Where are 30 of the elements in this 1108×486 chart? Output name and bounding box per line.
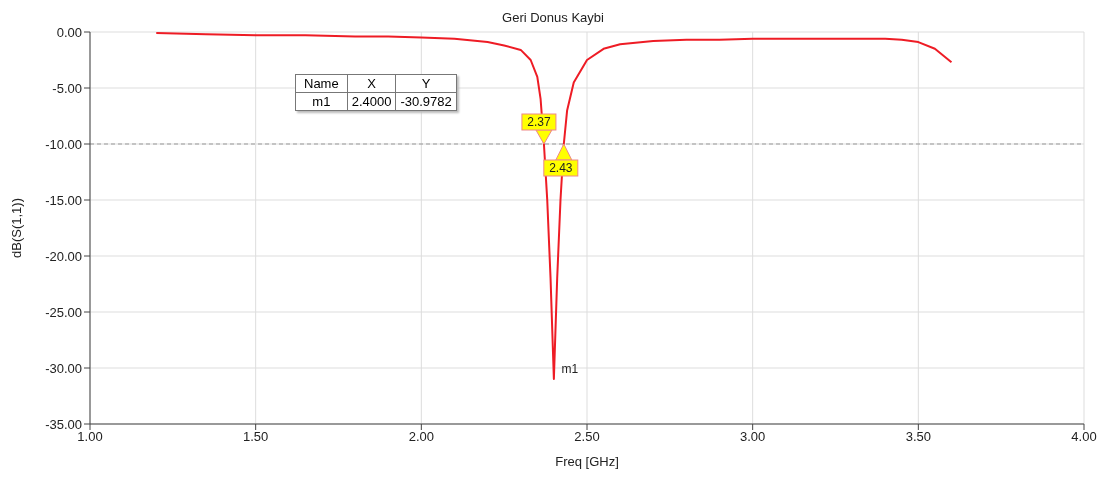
x-tick-label: 2.00 bbox=[408, 429, 434, 445]
y-tick-label: -10.00 bbox=[45, 136, 82, 152]
x-axis-title: Freq [GHz] bbox=[555, 454, 619, 469]
annotation: Y bbox=[395, 74, 457, 93]
x-tick-label: 3.00 bbox=[740, 429, 766, 445]
marker-flag: 2.37 bbox=[521, 113, 557, 145]
annotation: X bbox=[347, 74, 396, 93]
y-tick-label: -20.00 bbox=[45, 248, 82, 264]
y-tick-label: -25.00 bbox=[45, 304, 82, 320]
x-tick-label: 2.50 bbox=[574, 429, 600, 445]
y-tick-label: -5.00 bbox=[52, 80, 82, 96]
y-tick-label: -15.00 bbox=[45, 192, 82, 208]
annotation: 2.43 bbox=[549, 161, 573, 175]
annotation: -30.9782 bbox=[395, 92, 457, 111]
y-tick-label: -35.00 bbox=[45, 416, 82, 432]
annotation: Name bbox=[295, 74, 348, 93]
annotation: 2.4000 bbox=[347, 92, 396, 111]
y-tick-label: -30.00 bbox=[45, 360, 82, 376]
chart-title: Geri Donus Kaybi bbox=[501, 10, 605, 25]
x-tick-label: 1.00 bbox=[77, 429, 103, 445]
y-tick-label: 0.00 bbox=[56, 24, 82, 40]
annotation: m1 bbox=[295, 92, 348, 111]
line-series bbox=[155, 32, 953, 380]
x-tick-label: 4.00 bbox=[1071, 429, 1097, 445]
annotation: m1 bbox=[561, 361, 579, 376]
marker-flag: 2.43 bbox=[543, 143, 579, 177]
y-axis-title: dB(S(1,1)) bbox=[8, 198, 24, 258]
x-tick-label: 3.50 bbox=[905, 429, 931, 445]
annotation: 2.37 bbox=[527, 115, 551, 129]
x-tick-label: 1.50 bbox=[243, 429, 269, 445]
